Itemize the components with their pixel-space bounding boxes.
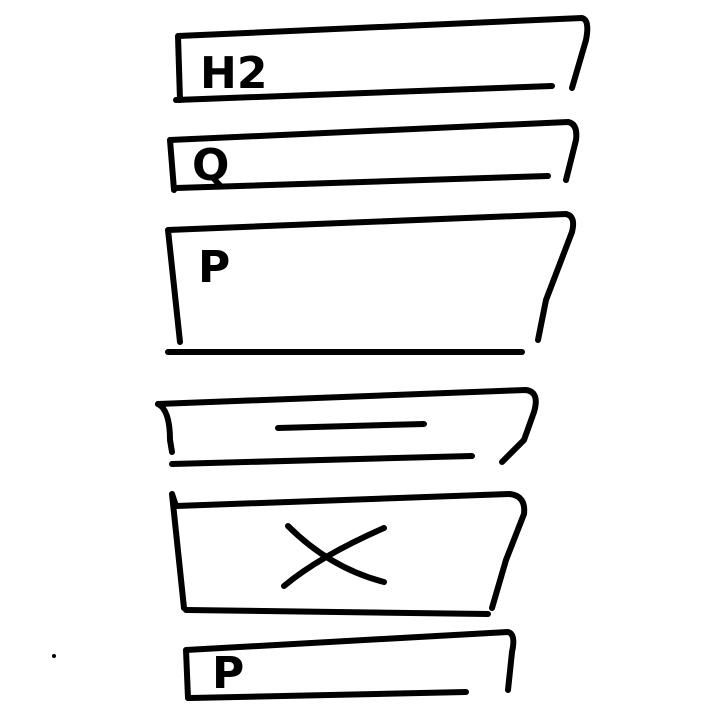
divider-block-outline [155,387,539,465]
heading-block: H2 [173,15,591,103]
question-block-baseline [173,173,551,191]
heading-block-baseline [173,83,555,103]
image-placeholder-baseline [183,607,491,617]
question-block-outline [167,119,580,193]
x-cross-icon-stroke-a [285,523,387,585]
x-cross-icon-stroke-b [281,525,387,589]
image-placeholder-block [169,491,528,617]
divider-block-left-edge [155,401,175,455]
footer-paragraph-block: P [183,629,517,701]
paragraph-block-outline [165,211,577,345]
question-block-label: Q [192,140,229,191]
footer-paragraph-label: P [212,648,244,699]
divider-block-baseline [169,453,475,467]
divider-line-icon [275,421,427,431]
heading-block-outline [175,15,591,103]
stray-ink-dot [52,654,56,658]
divider-block [155,387,539,467]
image-placeholder-outline [169,491,528,611]
paragraph-block: P [165,211,577,355]
paragraph-block-label: P [198,242,230,293]
footer-paragraph-outline [183,629,517,701]
question-block: Q [167,119,580,193]
footer-paragraph-baseline [187,689,469,701]
heading-block-label: H2 [200,48,267,99]
